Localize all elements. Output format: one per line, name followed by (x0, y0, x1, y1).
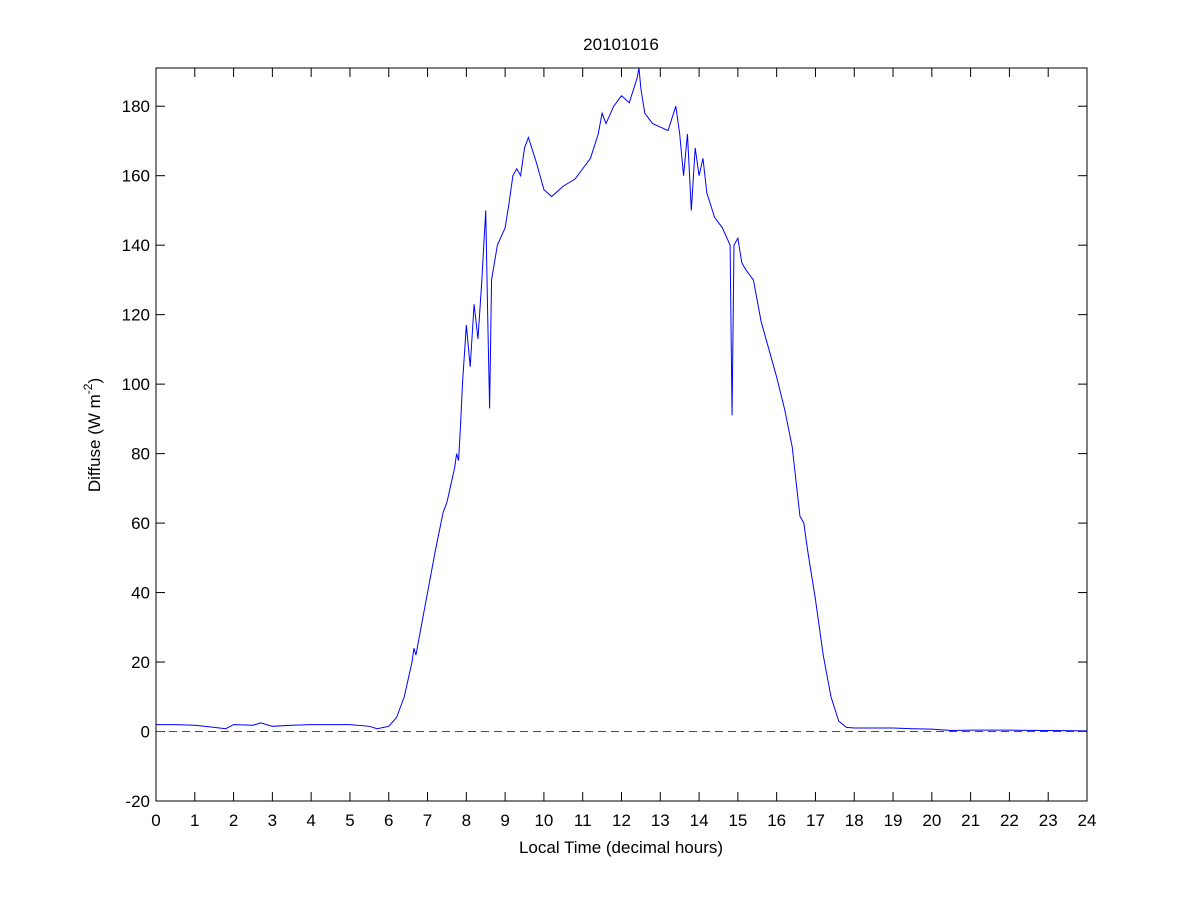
x-tick-label: 11 (574, 811, 592, 830)
axes-box (155, 67, 1088, 802)
x-axis-label: Local Time (decimal hours) (519, 838, 723, 857)
y-tick-label: 0 (141, 723, 150, 742)
x-tick-label: 18 (845, 811, 864, 830)
y-axis-label: Diffuse (W m-2) (81, 378, 104, 492)
x-tick-label: 0 (151, 811, 160, 830)
x-tick-label: 12 (612, 811, 631, 830)
y-tick-label: 60 (131, 514, 150, 533)
y-axis-label-superscript: -2 (81, 383, 95, 394)
x-tick-label: 15 (728, 811, 747, 830)
y-tick-label: 80 (131, 445, 150, 464)
x-tick-label: 6 (384, 811, 393, 830)
x-tick-label: 16 (767, 811, 786, 830)
x-tick-label: 2 (229, 811, 238, 830)
y-tick-label: 20 (131, 653, 150, 672)
x-tick-label: 7 (423, 811, 432, 830)
x-tick-label: 22 (1000, 811, 1019, 830)
x-tick-label: 8 (462, 811, 471, 830)
y-tick-label: -20 (125, 792, 150, 811)
y-tick-label: 40 (131, 584, 150, 603)
x-tick-label: 4 (306, 811, 315, 830)
x-tick-label: 5 (345, 811, 354, 830)
x-tick-label: 23 (1039, 811, 1058, 830)
x-tick-label: 13 (651, 811, 670, 830)
y-tick-label: 160 (122, 167, 150, 186)
chart-title: 20101016 (583, 35, 659, 54)
data-line (156, 67, 1088, 732)
x-tick-label: 10 (534, 811, 553, 830)
y-axis-label-end: ) (85, 378, 104, 384)
x-tick-label: 19 (884, 811, 903, 830)
y-tick-label: 120 (122, 306, 150, 325)
x-tick-label: 1 (190, 811, 199, 830)
x-tick-label: 3 (268, 811, 277, 830)
x-tick-label: 9 (500, 811, 509, 830)
y-tick-label: 180 (122, 97, 150, 116)
y-tick-label: 140 (122, 236, 150, 255)
x-tick-label: 14 (690, 811, 709, 830)
x-tick-label: 20 (922, 811, 941, 830)
x-tick-label: 17 (806, 811, 825, 830)
y-axis-label-text: Diffuse (W m (85, 394, 104, 492)
y-tick-label: 100 (122, 375, 150, 394)
x-tick-label: 21 (961, 811, 980, 830)
x-tick-label: 24 (1078, 811, 1097, 830)
